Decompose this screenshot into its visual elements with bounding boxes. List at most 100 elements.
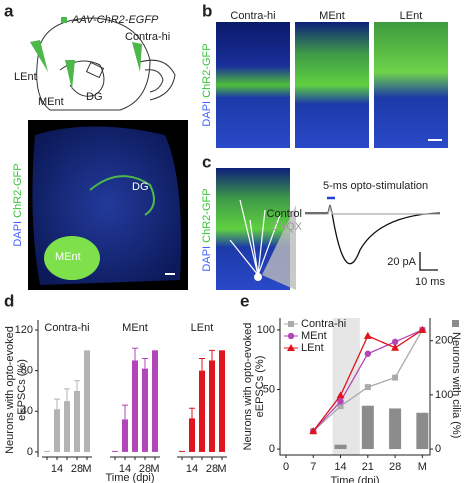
bar: [74, 390, 80, 452]
x-tick-label: 28: [71, 463, 83, 475]
bar: [152, 350, 158, 452]
trace-label: Control: [267, 208, 302, 220]
subplot-title: MEnt: [122, 322, 148, 334]
axes: [279, 318, 431, 456]
trace-label: CNQX: [270, 221, 302, 233]
x-tick-label: 14: [186, 463, 198, 475]
panel-label: b: [202, 1, 212, 20]
x-tick-label: M: [217, 463, 226, 475]
stain-green: ChR2-GFP: [201, 188, 213, 242]
brain-image: [28, 120, 188, 290]
error-bar: [64, 388, 70, 402]
x-tick-label: M: [150, 463, 159, 475]
bar: [416, 412, 429, 450]
legend-marker: [287, 332, 295, 340]
marker: [364, 384, 371, 391]
error-bar: [74, 380, 80, 391]
image-contra: [216, 22, 290, 148]
brain-schematic: [30, 17, 176, 111]
bar: [334, 444, 347, 450]
panel-label: e: [240, 291, 249, 310]
x-axis-label: Time (dpi): [105, 472, 154, 483]
region-label: DG: [86, 91, 103, 103]
bar: [219, 350, 225, 452]
column-label: LEnt: [400, 10, 423, 22]
cnqx-trace: [305, 204, 440, 215]
bar: [209, 360, 215, 452]
bar: [64, 401, 70, 452]
bar: [84, 350, 90, 452]
y-tick-label: 120: [15, 324, 33, 336]
stain-blue: DAPI: [201, 101, 213, 127]
x-tick-label: 14: [334, 461, 346, 473]
x-tick-label: 7: [310, 461, 316, 473]
marker: [337, 398, 344, 405]
bar: [112, 450, 118, 452]
bar: [122, 419, 128, 452]
bar: [44, 450, 50, 452]
x-tick-label: 28: [139, 463, 151, 475]
legend-label: Neurons with cilia (%): [450, 332, 462, 438]
legend-marker: [288, 321, 294, 327]
x-tick-label: 21: [362, 461, 374, 473]
subplot-title: LEnt: [191, 322, 214, 334]
x-tick-label: 28: [206, 463, 218, 475]
y2-tick-label: 100: [435, 389, 453, 401]
x-tick-label: 14: [119, 463, 131, 475]
panel-label: c: [202, 152, 211, 171]
marker: [391, 338, 399, 346]
legend-swatch: [452, 320, 459, 327]
stain-label: DAPI ChR2-GFP: [201, 43, 213, 126]
bar: [132, 360, 138, 452]
stain-blue: DAPI: [12, 221, 24, 247]
scale-label: 20 pA: [387, 256, 416, 268]
shaded-period: [332, 318, 360, 455]
image-label: DG: [132, 181, 149, 193]
error-bar: [132, 347, 138, 361]
x-tick-label: M: [418, 461, 427, 473]
y-tick-label: 100: [257, 324, 275, 336]
x-tick-label: M: [82, 463, 91, 475]
scale-label: 10 ms: [415, 276, 445, 288]
injection-label: AAV-ChR2-EGFP: [71, 14, 159, 26]
column-label: MEnt: [319, 10, 345, 22]
stain-label: DAPI ChR2-GFP: [12, 163, 24, 246]
axis-label: eEPSCs (%): [254, 356, 266, 418]
marker: [391, 343, 400, 351]
stain-green: ChR2-GFP: [201, 43, 213, 97]
y2-tick-label: 200: [435, 335, 453, 347]
stain-label: DAPI ChR2-GFP: [201, 188, 213, 271]
axis-label: eEPSCs (%): [16, 359, 28, 421]
bar: [142, 368, 148, 452]
axis-label: Neurons with opto-evoked: [4, 326, 16, 454]
legend-marker: [287, 344, 295, 351]
error-bar: [122, 404, 128, 420]
bar: [189, 418, 195, 452]
stimulus-label: 5-ms opto-stimulation: [323, 180, 428, 192]
region-label: MEnt: [38, 96, 64, 108]
marker: [363, 331, 372, 339]
region-label: LEnt: [14, 71, 37, 83]
y-tick-label: 0: [27, 446, 33, 458]
image-label: MEnt: [55, 251, 81, 263]
y2-tick-label: 0: [435, 443, 441, 455]
column-label: Contra-hi: [230, 10, 275, 22]
axis-label: Neurons with opto-evoked: [242, 323, 254, 451]
error-bar: [142, 357, 148, 369]
y-tick-label: 0: [269, 443, 275, 455]
legend-label: Contra-hi: [301, 318, 346, 330]
marker: [309, 427, 318, 435]
error-bar: [199, 357, 205, 371]
image-ment: [295, 22, 369, 148]
panel-label: a: [4, 1, 14, 20]
marker: [418, 325, 427, 333]
y-tick-label: 80: [21, 365, 33, 377]
stain-blue: DAPI: [201, 246, 213, 272]
legend-label: MEnt: [301, 330, 327, 342]
control-trace: [305, 204, 441, 265]
image-lent: [374, 22, 448, 148]
error-bar: [54, 398, 60, 410]
bar: [54, 409, 60, 452]
region-label: Contra-hi: [125, 31, 170, 43]
